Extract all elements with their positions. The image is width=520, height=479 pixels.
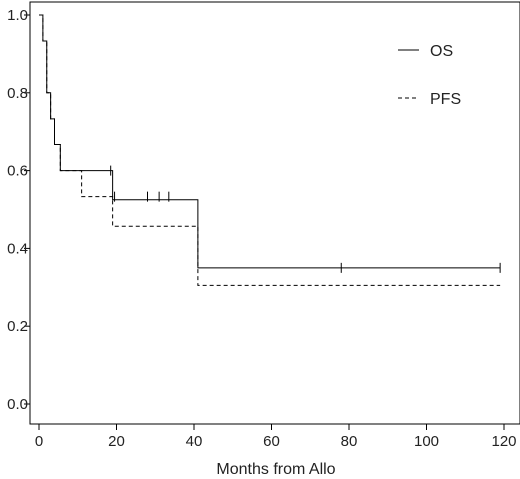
axes: 0 20 40 60 80 100 120 0.0 0.2 0.4 0.6 0.8 1.0 bbox=[7, 7, 516, 450]
y-tick-label: 0.2 bbox=[7, 318, 28, 335]
x-tick-label: 20 bbox=[108, 433, 125, 450]
series-layer bbox=[39, 14, 501, 286]
y-tick-label: 1.0 bbox=[7, 7, 28, 24]
y-tick-label: 0.0 bbox=[7, 396, 28, 413]
plot-frame bbox=[29, 1, 520, 425]
legend-os-label: OS bbox=[430, 43, 453, 60]
legend-pfs-label: PFS bbox=[430, 91, 461, 108]
legend: OS PFS bbox=[398, 43, 461, 108]
x-tick-label: 40 bbox=[186, 433, 203, 450]
x-tick-label: 0 bbox=[35, 433, 43, 450]
y-tick-label: 0.6 bbox=[7, 163, 28, 180]
x-tick-label: 100 bbox=[414, 433, 439, 450]
x-tick-label: 120 bbox=[491, 433, 516, 450]
y-tick-label: 0.8 bbox=[7, 85, 28, 102]
series-line-pfs bbox=[39, 14, 501, 286]
y-tick-label: 0.4 bbox=[7, 240, 28, 257]
x-axis-title: Months from Allo bbox=[216, 461, 335, 478]
x-tick-label: 80 bbox=[341, 433, 358, 450]
x-tick-label: 60 bbox=[263, 433, 280, 450]
